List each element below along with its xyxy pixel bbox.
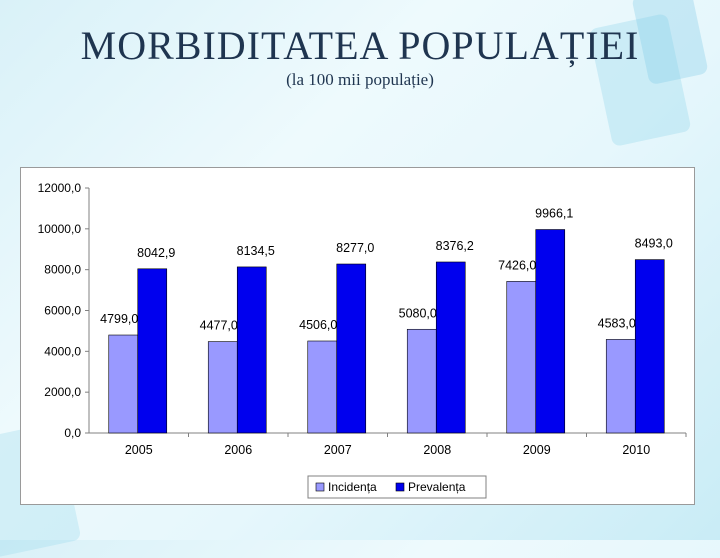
x-tick-label: 2009	[523, 443, 551, 457]
prevalenta-bar	[435, 261, 466, 434]
data-label: 4799,0	[100, 312, 138, 326]
y-tick-label: 6000,0	[44, 304, 81, 318]
data-label: 8376,2	[436, 239, 474, 253]
data-label: 5080,0	[399, 306, 437, 320]
incidenta-bar	[506, 281, 537, 434]
incidenta-bar	[207, 341, 238, 434]
x-tick-label: 2007	[324, 443, 352, 457]
legend-swatch-prevalenta	[395, 482, 405, 492]
data-label: 9966,1	[535, 207, 573, 221]
chart-container: 0,0 2000,0 4000,0 6000,0 8000,0 10000,0 12000,…	[20, 167, 695, 505]
data-label: 8493,0	[635, 237, 673, 251]
y-tick-label: 2000,0	[44, 385, 81, 399]
y-tick-label: 8000,0	[44, 263, 81, 277]
y-tick-label: 12000,0	[38, 181, 82, 195]
x-tick-label: 2005	[125, 443, 153, 457]
x-tick-label: 2010	[622, 443, 650, 457]
bar-chart: 0,0 2000,0 4000,0 6000,0 8000,0 10000,0 12000,…	[38, 181, 687, 499]
prevalenta-bar	[535, 229, 566, 434]
data-label: 4506,0	[299, 318, 337, 332]
legend-swatch-incidenta	[315, 482, 325, 492]
x-tick-label: 2008	[423, 443, 451, 457]
data-label: 8042,9	[137, 246, 175, 260]
data-label: 4477,0	[200, 319, 238, 333]
slide-title: MORBIDITATEA POPULAȚIEI	[80, 23, 640, 68]
data-label: 4583,0	[598, 316, 636, 330]
y-tick-label: 0,0	[64, 426, 81, 440]
y-tick-label: 10000,0	[38, 222, 82, 236]
data-label: 8277,0	[336, 241, 374, 255]
prevalenta-bar	[236, 266, 267, 434]
incidenta-bar	[605, 339, 636, 434]
incidenta-bar	[307, 340, 338, 434]
legend-label-prevalenta: Prevalența	[408, 480, 466, 494]
incidenta-bar	[406, 328, 437, 434]
data-label: 8134,5	[237, 244, 275, 258]
prevalenta-bar	[137, 268, 168, 434]
y-tick-label: 4000,0	[44, 344, 81, 358]
slide-subtitle: (la 100 mii populație)	[286, 70, 434, 89]
incidenta-bar	[108, 334, 139, 434]
prevalenta-bar	[336, 263, 367, 434]
x-tick-label: 2006	[224, 443, 252, 457]
legend-label-incidenta: Incidența	[328, 480, 377, 494]
prevalenta-bar	[634, 259, 665, 434]
data-label: 7426,0	[498, 258, 536, 272]
